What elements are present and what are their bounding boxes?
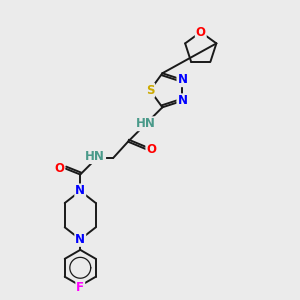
Text: N: N xyxy=(177,94,188,107)
Text: HN: HN xyxy=(136,117,156,130)
Text: S: S xyxy=(146,84,154,97)
Text: N: N xyxy=(75,233,85,246)
Text: F: F xyxy=(76,281,84,294)
Text: N: N xyxy=(75,184,85,197)
Text: N: N xyxy=(177,73,188,86)
Text: O: O xyxy=(196,26,206,38)
Text: O: O xyxy=(54,162,64,175)
Text: HN: HN xyxy=(85,150,105,163)
Text: O: O xyxy=(146,142,156,156)
